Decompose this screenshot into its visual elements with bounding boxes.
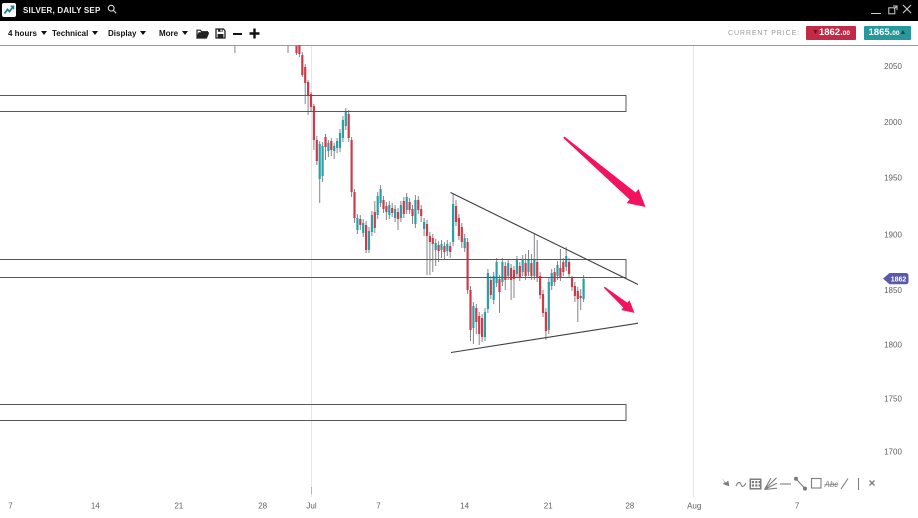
svg-text:1950: 1950 — [884, 173, 902, 182]
svg-text:14: 14 — [91, 502, 100, 511]
svg-text:7: 7 — [795, 502, 800, 511]
svg-text:Abc: Abc — [824, 480, 839, 489]
svg-text:1800: 1800 — [884, 340, 902, 349]
svg-text:7: 7 — [8, 502, 13, 511]
svg-text:1850: 1850 — [884, 286, 902, 295]
svg-text:1900: 1900 — [884, 230, 902, 239]
svg-text:28: 28 — [258, 502, 267, 511]
svg-text:28: 28 — [625, 502, 634, 511]
svg-text:7: 7 — [376, 502, 381, 511]
svg-text:21: 21 — [544, 502, 553, 511]
svg-text:1700: 1700 — [884, 447, 902, 456]
svg-text:1750: 1750 — [884, 394, 902, 403]
svg-text:21: 21 — [174, 502, 183, 511]
svg-text:2050: 2050 — [884, 62, 902, 71]
svg-text:Aug: Aug — [687, 502, 701, 511]
svg-text:14: 14 — [460, 502, 469, 511]
svg-text:Jul: Jul — [306, 502, 316, 511]
svg-text:1862: 1862 — [891, 277, 907, 284]
svg-text:2000: 2000 — [884, 118, 902, 127]
